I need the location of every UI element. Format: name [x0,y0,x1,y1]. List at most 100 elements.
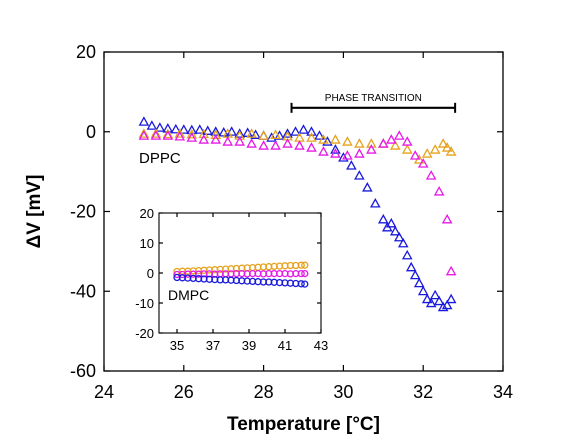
main-point [401,144,413,154]
main-point [198,134,210,144]
main-y-tick-label: -60 [70,361,96,381]
main-point [174,128,186,138]
main-point [154,122,166,132]
inset-x-tick-label: 35 [170,338,184,353]
inset-y-tick-label: -20 [135,326,154,341]
main-point [138,130,150,140]
main-point [314,130,325,140]
inset-point [297,261,305,269]
main-point [146,120,158,130]
inset-y-tick-label: 20 [140,206,154,221]
main-x-tick-label: 28 [254,382,274,402]
main-point [433,295,445,306]
main-point [202,125,214,135]
main-point [318,146,329,156]
main-point [266,132,277,142]
inset-x-tick-label: 39 [242,338,256,353]
main-point [370,197,381,208]
main-point [250,129,261,139]
main-point [150,130,162,140]
main-point [385,134,397,144]
inset-y-tick-label: 10 [140,236,154,251]
main-point [437,138,449,148]
main-point [405,261,417,272]
main-point [401,249,413,260]
main-point [162,128,174,139]
inset-series-1 [173,269,309,279]
main-y-tick-label: -20 [70,202,96,222]
main-point [270,140,281,150]
inset-point [297,269,305,278]
main-point [222,136,233,146]
main-point [389,140,401,150]
main-point [342,136,353,146]
main-point [258,140,269,150]
main-point [162,130,174,140]
main-point [234,136,245,146]
inset-ticks: 35 37 39 41 43 -20 -10 0 10 20 [135,206,328,353]
main-point [441,213,453,224]
main-point [170,123,182,134]
main-point [174,130,186,141]
main-point [306,142,317,152]
x-axis-title: Temperature [°C] [227,414,380,435]
main-point [186,132,198,142]
main-point [226,126,237,136]
main-point [322,136,333,146]
main-point [417,158,429,168]
main-point [346,160,357,170]
main-x-tick-label: 32 [413,382,433,402]
main-point [366,144,377,154]
main-point [330,144,341,154]
main-point [318,134,329,144]
main-x-tick-label: 26 [174,382,194,402]
inset-series-layer [173,261,309,288]
main-point [389,225,401,236]
inset-series-0 [173,261,309,276]
main-point [441,142,453,152]
main-point [354,170,365,180]
main-point [282,138,293,148]
main-point [282,128,293,138]
main-point [433,186,445,196]
main-point [401,136,413,146]
main-point [306,132,317,142]
main-point [377,213,389,224]
inset-point [301,269,309,278]
inset-y-tick-label: 0 [147,266,154,281]
main-point [445,265,457,276]
main-point [178,124,190,134]
main-series-layer [138,116,457,312]
inset-point [301,261,309,269]
main-point [194,124,206,134]
main-point [354,138,365,148]
inset-point [297,280,305,288]
main-point [294,140,305,150]
main-point [417,285,429,296]
inset-x-tick-label: 41 [278,338,292,353]
main-point [425,170,437,180]
main-point [210,129,222,139]
main-chart: 24 26 28 30 32 34 -60 -40 -20 0 20 Temperature [°C… [24,42,513,435]
main-point [429,289,441,300]
main-x-tick-label: 34 [493,382,513,402]
main-point [377,138,389,148]
inset-point [301,280,309,288]
main-point [425,297,437,308]
main-point [362,182,373,192]
main-point [409,150,421,160]
main-point [409,269,421,280]
main-point [437,301,449,312]
main-point [413,277,425,288]
main-ticks: 24 26 28 30 32 34 -60 -40 -20 0 20 [70,42,513,402]
main-point [234,130,245,140]
main-point [385,217,397,228]
main-point [186,129,198,139]
main-point [270,129,281,139]
main-point [338,152,349,162]
main-point [330,134,341,144]
main-point [330,148,341,158]
main-point [306,126,317,136]
